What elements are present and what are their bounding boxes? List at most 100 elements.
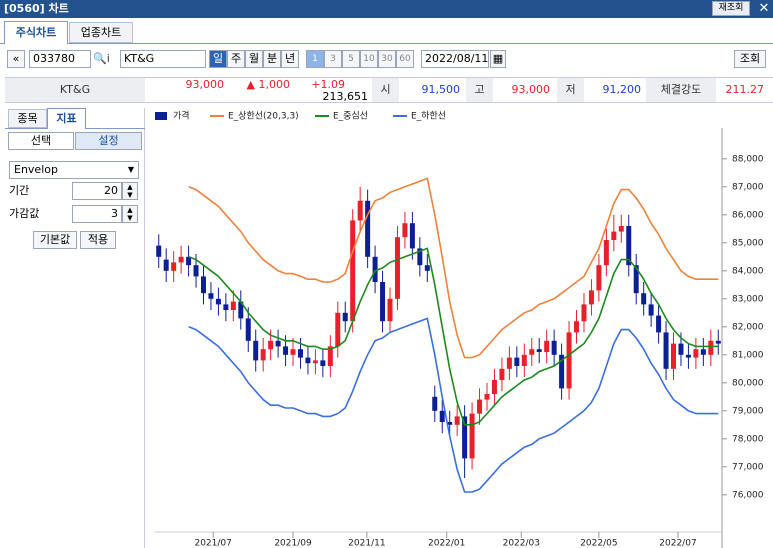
legend-label: E_하한선: [411, 111, 446, 122]
low-label: 저: [557, 78, 584, 102]
period-button[interactable]: 분: [263, 50, 281, 68]
tab[interactable]: 업종차트: [69, 22, 133, 43]
candle-body: [551, 340, 557, 355]
spinner[interactable]: ▲ ▼: [122, 182, 138, 200]
high-label: 고: [466, 78, 493, 102]
x-tick-label: 2021/11: [348, 539, 385, 548]
search-icons[interactable]: 🔍ⅰ: [93, 52, 110, 65]
indicator-select[interactable]: Envelop ▼: [9, 161, 139, 179]
candle-body: [715, 340, 721, 344]
reinquiry-button[interactable]: 재조회: [712, 1, 750, 16]
volume: 213,651: [322, 90, 369, 103]
candle-body: [394, 237, 400, 299]
candle-body: [372, 256, 378, 282]
period-button[interactable]: 주: [227, 50, 245, 68]
x-tick-label: 2021/09: [274, 539, 312, 548]
multiplier-button[interactable]: 10: [360, 50, 378, 68]
candle-body: [656, 315, 662, 333]
candle-body: [275, 340, 281, 347]
candle-body: [357, 200, 363, 221]
legend-label: 가격: [173, 110, 190, 122]
title-bar: [0560] 차트 재조회 ✕: [0, 0, 773, 18]
name-input[interactable]: KT&G: [120, 50, 206, 68]
candle-body: [387, 298, 393, 322]
candle-body: [223, 304, 229, 310]
field-input[interactable]: 20: [72, 182, 122, 200]
candle-body: [163, 259, 169, 271]
tab-line: [0, 43, 773, 44]
period-button[interactable]: 일: [209, 50, 227, 68]
period-button[interactable]: 년: [281, 50, 299, 68]
candle-body: [260, 349, 266, 361]
candle-body: [402, 223, 408, 238]
candle-body: [506, 357, 512, 369]
multiplier-button[interactable]: 5: [342, 50, 360, 68]
default-button[interactable]: 기본값: [33, 231, 77, 249]
multiplier-button[interactable]: 3: [324, 50, 342, 68]
candle-body: [491, 380, 497, 394]
candle-body: [469, 413, 475, 459]
open: 91,500: [421, 83, 461, 96]
x-tick-label: 2022/03: [503, 539, 540, 548]
period-button[interactable]: 월: [245, 50, 263, 68]
candle-body: [514, 357, 520, 366]
multiplier-button[interactable]: 60: [396, 50, 414, 68]
candle-body: [342, 312, 348, 322]
subtab[interactable]: 설정: [75, 132, 142, 150]
search-button[interactable]: 조회: [734, 50, 766, 68]
candle-body: [462, 416, 468, 459]
spinner[interactable]: ▲ ▼: [122, 205, 138, 223]
candle-body: [588, 290, 594, 305]
candle-body: [305, 357, 311, 364]
subtab[interactable]: 선택: [8, 132, 74, 150]
date-input[interactable]: 2022/08/11: [421, 50, 489, 68]
legend-label: E_중심선: [333, 111, 368, 122]
strength: 211.27: [725, 83, 765, 96]
candle-body: [678, 343, 684, 355]
close-button[interactable]: ✕: [758, 1, 770, 16]
candle-body: [208, 293, 214, 299]
tab[interactable]: 주식차트: [4, 21, 68, 44]
prev-button[interactable]: «: [7, 50, 25, 68]
candle-body: [365, 200, 371, 257]
candle-body: [477, 399, 483, 414]
candle-body: [544, 340, 550, 352]
quote-name: KT&G: [5, 78, 145, 102]
candle-body: [238, 301, 244, 319]
quote-row: [5, 77, 773, 103]
code-input[interactable]: 033780: [29, 50, 91, 68]
candle-body: [581, 304, 587, 322]
legend-swatch: [155, 112, 167, 120]
candle-body: [484, 394, 490, 400]
field-input[interactable]: 3: [72, 205, 122, 223]
candle-body: [529, 349, 535, 355]
candle-body: [253, 340, 259, 361]
multiplier-button[interactable]: 30: [378, 50, 396, 68]
change: ▲ 1,000: [246, 78, 290, 91]
candle-body: [603, 240, 609, 266]
calendar-button[interactable]: ▦: [490, 50, 506, 68]
candle-body: [439, 410, 445, 422]
y-tick-label: 77,000: [732, 462, 764, 472]
field-label: 가감값: [9, 207, 40, 220]
candle-body: [671, 343, 677, 369]
x-tick-label: 2022/07: [659, 539, 696, 548]
candle-body: [193, 265, 199, 277]
side-tab[interactable]: 종목: [8, 109, 47, 128]
candle-body: [708, 340, 714, 355]
y-tick-label: 86,000: [732, 210, 764, 220]
apply-button[interactable]: 적용: [80, 231, 116, 249]
multiplier-group: 1 3 5 10 30 60: [306, 50, 418, 68]
candle-body: [663, 332, 669, 369]
x-tick-label: 2022/05: [580, 539, 617, 548]
indicator: Envelop: [14, 163, 58, 176]
candle-body: [700, 349, 706, 355]
candle-body: [685, 354, 691, 358]
multiplier-button[interactable]: 1: [306, 50, 324, 68]
rate: +1.09: [311, 78, 345, 91]
y-tick-label: 81,000: [732, 350, 764, 360]
candle-body: [596, 265, 602, 291]
side-tab[interactable]: 지표: [47, 108, 86, 129]
y-tick-label: 78,000: [732, 434, 764, 444]
